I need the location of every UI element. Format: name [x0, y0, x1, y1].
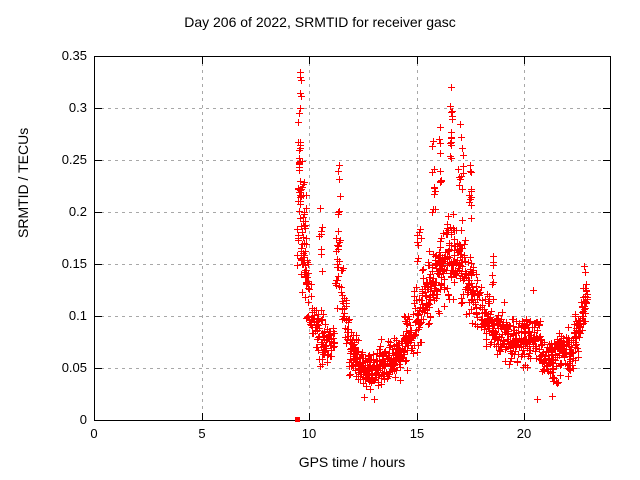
plot-border — [94, 56, 611, 421]
y-tick-label: 0.2 — [68, 204, 87, 219]
x-tick-label: 10 — [301, 426, 317, 441]
x-tick-label: 20 — [516, 426, 532, 441]
scatter-points — [294, 69, 591, 403]
y-tick-label: 0.3 — [68, 100, 87, 115]
x-tick-label: 15 — [409, 426, 425, 441]
y-tick-label: 0.05 — [61, 360, 87, 375]
y-tick-label: 0.15 — [61, 256, 87, 271]
start-marker-square — [295, 417, 300, 422]
y-tick-label: 0 — [79, 412, 87, 427]
x-tick-label: 0 — [90, 426, 98, 441]
y-tick-label: 0.1 — [68, 308, 87, 323]
chart-title: Day 206 of 2022, SRMTID for receiver gas… — [184, 14, 456, 30]
y-tick-label: 0.35 — [61, 48, 87, 63]
y-tick-label: 0.25 — [61, 152, 87, 167]
axis-ticks — [94, 56, 610, 421]
x-axis-label: GPS time / hours — [298, 454, 406, 470]
x-tick-label: 5 — [198, 426, 206, 441]
